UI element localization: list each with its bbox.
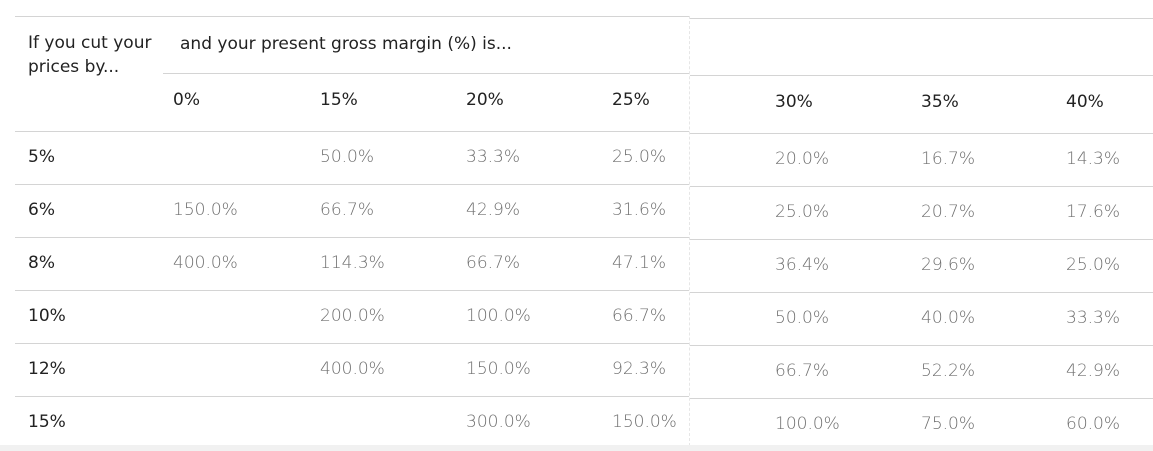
cell: 150.0% <box>612 412 677 432</box>
row-header: 10% <box>28 306 66 326</box>
divider <box>689 16 690 446</box>
cell: 16.7% <box>921 149 976 169</box>
row-header: 5% <box>28 147 55 167</box>
cell: 31.6% <box>612 200 667 220</box>
cell: 400.0% <box>173 253 238 273</box>
rule <box>15 237 689 238</box>
cell: 400.0% <box>320 359 385 379</box>
cell: 20.0% <box>775 149 830 169</box>
corner-header: If you cut your prices by... <box>28 33 152 77</box>
group-header: and your present gross margin (%) is... <box>180 34 512 54</box>
cell: 20.7% <box>921 202 976 222</box>
cell: 66.7% <box>320 200 375 220</box>
column-header: 20% <box>466 90 504 110</box>
cell: 50.0% <box>320 147 375 167</box>
cell: 100.0% <box>775 414 840 434</box>
cell: 66.7% <box>775 361 830 381</box>
column-header: 25% <box>612 90 650 110</box>
cell: 40.0% <box>921 308 976 328</box>
rule <box>690 398 1153 399</box>
rule <box>690 292 1153 293</box>
row-header: 6% <box>28 200 55 220</box>
cell: 75.0% <box>921 414 976 434</box>
cell: 92.3% <box>612 359 667 379</box>
cell: 25.0% <box>1066 255 1121 275</box>
rule <box>15 184 689 185</box>
cell: 17.6% <box>1066 202 1121 222</box>
rule <box>690 186 1153 187</box>
rule <box>163 73 689 74</box>
cell: 52.2% <box>921 361 976 381</box>
rule <box>690 75 1153 76</box>
rule <box>15 290 689 291</box>
cell: 300.0% <box>466 412 531 432</box>
footer-strip <box>0 445 1153 451</box>
rule <box>690 345 1153 346</box>
row-header: 15% <box>28 412 66 432</box>
row-header: 12% <box>28 359 66 379</box>
row-header: 8% <box>28 253 55 273</box>
rule <box>15 131 689 132</box>
cell: 29.6% <box>921 255 976 275</box>
rule <box>15 343 689 344</box>
cell: 14.3% <box>1066 149 1121 169</box>
rule <box>15 16 689 17</box>
cell: 66.7% <box>466 253 521 273</box>
cell: 25.0% <box>775 202 830 222</box>
cell: 42.9% <box>1066 361 1121 381</box>
rule <box>690 239 1153 240</box>
rule <box>15 396 689 397</box>
rule <box>690 133 1153 134</box>
cell: 33.3% <box>1066 308 1121 328</box>
cell: 66.7% <box>612 306 667 326</box>
column-header: 40% <box>1066 92 1104 112</box>
cell: 47.1% <box>612 253 667 273</box>
cell: 60.0% <box>1066 414 1121 434</box>
cell: 114.3% <box>320 253 385 273</box>
cell: 50.0% <box>775 308 830 328</box>
cell: 150.0% <box>466 359 531 379</box>
cell: 42.9% <box>466 200 521 220</box>
column-header: 15% <box>320 90 358 110</box>
column-header: 0% <box>173 90 200 110</box>
cell: 33.3% <box>466 147 521 167</box>
cell: 100.0% <box>466 306 531 326</box>
rule <box>690 18 1153 19</box>
cell: 36.4% <box>775 255 830 275</box>
cell: 150.0% <box>173 200 238 220</box>
column-header: 35% <box>921 92 959 112</box>
cell: 200.0% <box>320 306 385 326</box>
column-header: 30% <box>775 92 813 112</box>
cell: 25.0% <box>612 147 667 167</box>
